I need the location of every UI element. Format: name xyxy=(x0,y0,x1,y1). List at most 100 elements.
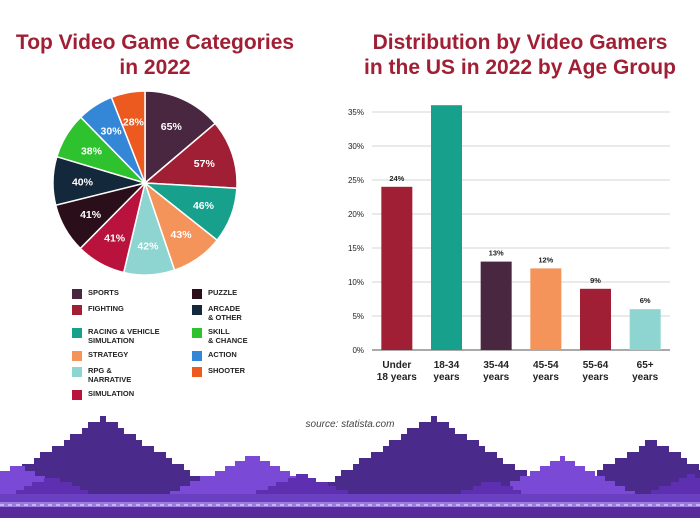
ground-dot xyxy=(680,504,684,506)
bar xyxy=(530,268,562,350)
pie-chart-title: Top Video Game Categories in 2022 xyxy=(15,31,295,79)
pie-legend: SPORTS FIGHTING RACING & VEHICLE SIMULATIO… xyxy=(72,288,312,400)
ground-dot xyxy=(64,504,68,506)
bar xyxy=(431,105,462,350)
legend-label: RACING & VEHICLE SIMULATION xyxy=(88,327,160,345)
ground-dot xyxy=(480,504,484,506)
legend-item: RACING & VEHICLE SIMULATION xyxy=(72,327,190,345)
ground-dot xyxy=(640,504,644,506)
y-tick-label: 10% xyxy=(348,278,364,287)
ground-dot xyxy=(88,504,92,506)
x-tick-label: 55-64 years xyxy=(582,360,609,383)
ground-dot xyxy=(520,504,524,506)
legend-label: FIGHTING xyxy=(88,304,124,313)
ground-dot xyxy=(432,504,436,506)
ground-dot xyxy=(144,504,148,506)
legend-swatch xyxy=(72,351,82,361)
x-tick-label: 65+ years xyxy=(632,360,659,383)
ground-dot xyxy=(584,504,588,506)
ground-dot xyxy=(80,504,84,506)
ground-dot xyxy=(168,504,172,506)
legend-item: PUZZLE xyxy=(192,288,310,299)
ground-dot xyxy=(552,504,556,506)
legend-swatch xyxy=(72,289,82,299)
ground-band xyxy=(0,494,700,502)
pixel-mountain xyxy=(305,416,555,494)
legend-item: ACTION xyxy=(192,350,310,361)
ground-dot xyxy=(672,504,676,506)
legend-label: SKILL & CHANCE xyxy=(208,327,248,345)
bar-value-label: 36% xyxy=(439,100,454,101)
pixel-mountain xyxy=(240,474,360,498)
bar-value-label: 24% xyxy=(389,174,404,183)
ground-dot xyxy=(600,504,604,506)
legend-label: SPORTS xyxy=(88,288,119,297)
bar-value-label: 9% xyxy=(590,276,601,285)
pie-slice-label: 65% xyxy=(161,121,183,133)
ground-dot xyxy=(624,504,628,506)
ground-dot xyxy=(184,504,188,506)
ground-dot xyxy=(192,504,196,506)
ground-dot xyxy=(208,504,212,506)
ground-dot xyxy=(176,504,180,506)
ground-dot xyxy=(48,504,52,506)
y-tick-label: 30% xyxy=(348,142,364,151)
ground-dot xyxy=(464,504,468,506)
ground-dot xyxy=(608,504,612,506)
legend-item: SIMULATION xyxy=(72,389,190,400)
y-tick-label: 5% xyxy=(352,312,364,321)
legend-label: ARCADE & OTHER xyxy=(208,304,242,322)
pie-slice-label: 46% xyxy=(193,200,215,212)
bar xyxy=(381,186,413,350)
y-tick-label: 0% xyxy=(352,346,364,355)
ground-dot xyxy=(544,504,548,506)
ground-dot xyxy=(104,504,108,506)
ground-dot xyxy=(448,504,452,506)
legend-swatch xyxy=(72,305,82,315)
legend-swatch xyxy=(72,328,82,338)
ground-dot xyxy=(72,504,76,506)
legend-label: SIMULATION xyxy=(88,389,135,398)
pixel-mountain xyxy=(635,474,700,498)
legend-swatch xyxy=(192,328,202,338)
ground-dot xyxy=(16,504,20,506)
ground-dot xyxy=(272,504,276,506)
legend-label: PUZZLE xyxy=(208,288,238,297)
ground-dot xyxy=(528,504,532,506)
bar xyxy=(480,261,512,350)
ground-dot xyxy=(304,504,308,506)
ground-dot xyxy=(496,504,500,506)
ground-dot xyxy=(632,504,636,506)
x-tick-label: 45-54 years xyxy=(533,360,560,383)
legend-label: RPG & NARRATIVE xyxy=(88,366,132,384)
ground-dot xyxy=(296,504,300,506)
ground-dot xyxy=(560,504,564,506)
ground-dot xyxy=(696,504,700,506)
ground-dot xyxy=(440,504,444,506)
ground-dot xyxy=(136,504,140,506)
legend-swatch xyxy=(192,305,202,315)
bar-value-label: 12% xyxy=(538,255,553,264)
ground-band xyxy=(0,507,700,518)
ground-dot xyxy=(128,504,132,506)
pie-slice-label: 30% xyxy=(101,125,123,137)
ground-dot xyxy=(280,504,284,506)
ground-dot xyxy=(336,504,340,506)
legend-item: SKILL & CHANCE xyxy=(192,327,310,345)
legend-swatch xyxy=(192,367,202,377)
pie-slice-label: 28% xyxy=(123,117,145,129)
pixel-mountain-landscape xyxy=(0,416,700,518)
ground-dot xyxy=(224,504,228,506)
pixel-mountain xyxy=(0,478,100,498)
ground-dot xyxy=(384,504,388,506)
pixel-mountain xyxy=(480,456,640,496)
ground-dot xyxy=(648,504,652,506)
ground-dot xyxy=(56,504,60,506)
y-tick-label: 15% xyxy=(348,244,364,253)
ground-dot xyxy=(200,504,204,506)
ground-dot xyxy=(376,504,380,506)
pie-slice-label: 57% xyxy=(194,158,216,170)
ground-dot xyxy=(240,504,244,506)
ground-dot xyxy=(264,504,268,506)
